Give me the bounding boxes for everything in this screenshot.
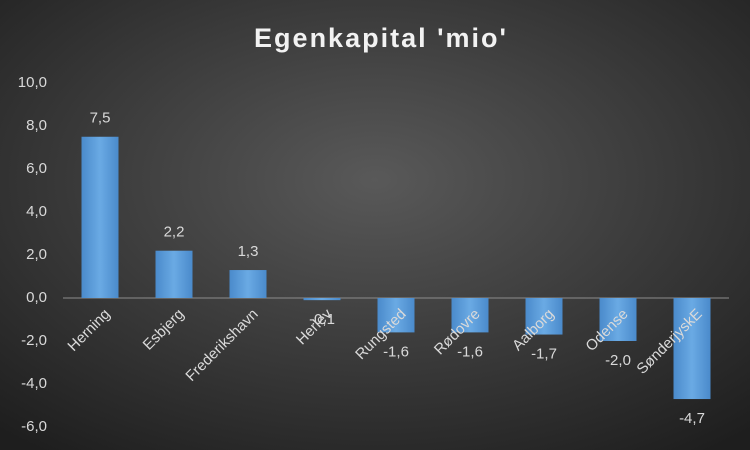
value-label: 2,2 [164, 224, 185, 241]
y-tick-label: 2,0 [26, 246, 47, 263]
bar [155, 250, 193, 298]
bar [525, 298, 563, 335]
value-label: -1,6 [457, 343, 483, 360]
y-tick-label: 8,0 [26, 117, 47, 134]
y-tick-label: -2,0 [21, 332, 47, 349]
y-tick-label: 10,0 [18, 74, 47, 91]
bar [451, 298, 489, 333]
bar [81, 136, 119, 298]
bar [303, 298, 341, 301]
y-tick-label: -6,0 [21, 418, 47, 435]
value-label: 1,3 [238, 243, 259, 260]
y-tick-label: -4,0 [21, 375, 47, 392]
value-label: -0,1 [309, 311, 335, 328]
value-label: -4,7 [679, 410, 705, 427]
bar [377, 298, 415, 333]
bar [599, 298, 637, 341]
value-label: -1,7 [531, 346, 557, 363]
value-label: -2,0 [605, 352, 631, 369]
bar [229, 270, 267, 298]
y-tick-label: 6,0 [26, 160, 47, 177]
bar [673, 298, 711, 400]
y-tick-label: 0,0 [26, 289, 47, 306]
value-label: 7,5 [90, 110, 111, 127]
y-tick-label: 4,0 [26, 203, 47, 220]
value-label: -1,6 [383, 343, 409, 360]
chart-title: Egenkapital 'mio' [254, 23, 508, 53]
